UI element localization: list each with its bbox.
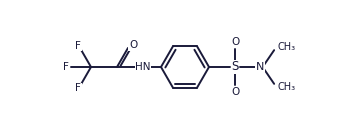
Text: O: O: [231, 87, 239, 97]
Text: HN: HN: [135, 62, 151, 72]
Text: F: F: [63, 62, 69, 72]
Text: S: S: [231, 61, 239, 74]
Text: F: F: [75, 41, 81, 51]
Text: CH₃: CH₃: [277, 42, 295, 52]
Text: CH₃: CH₃: [277, 82, 295, 92]
Text: F: F: [75, 83, 81, 93]
Text: N: N: [256, 62, 264, 72]
Text: O: O: [231, 37, 239, 47]
Text: O: O: [129, 40, 137, 50]
